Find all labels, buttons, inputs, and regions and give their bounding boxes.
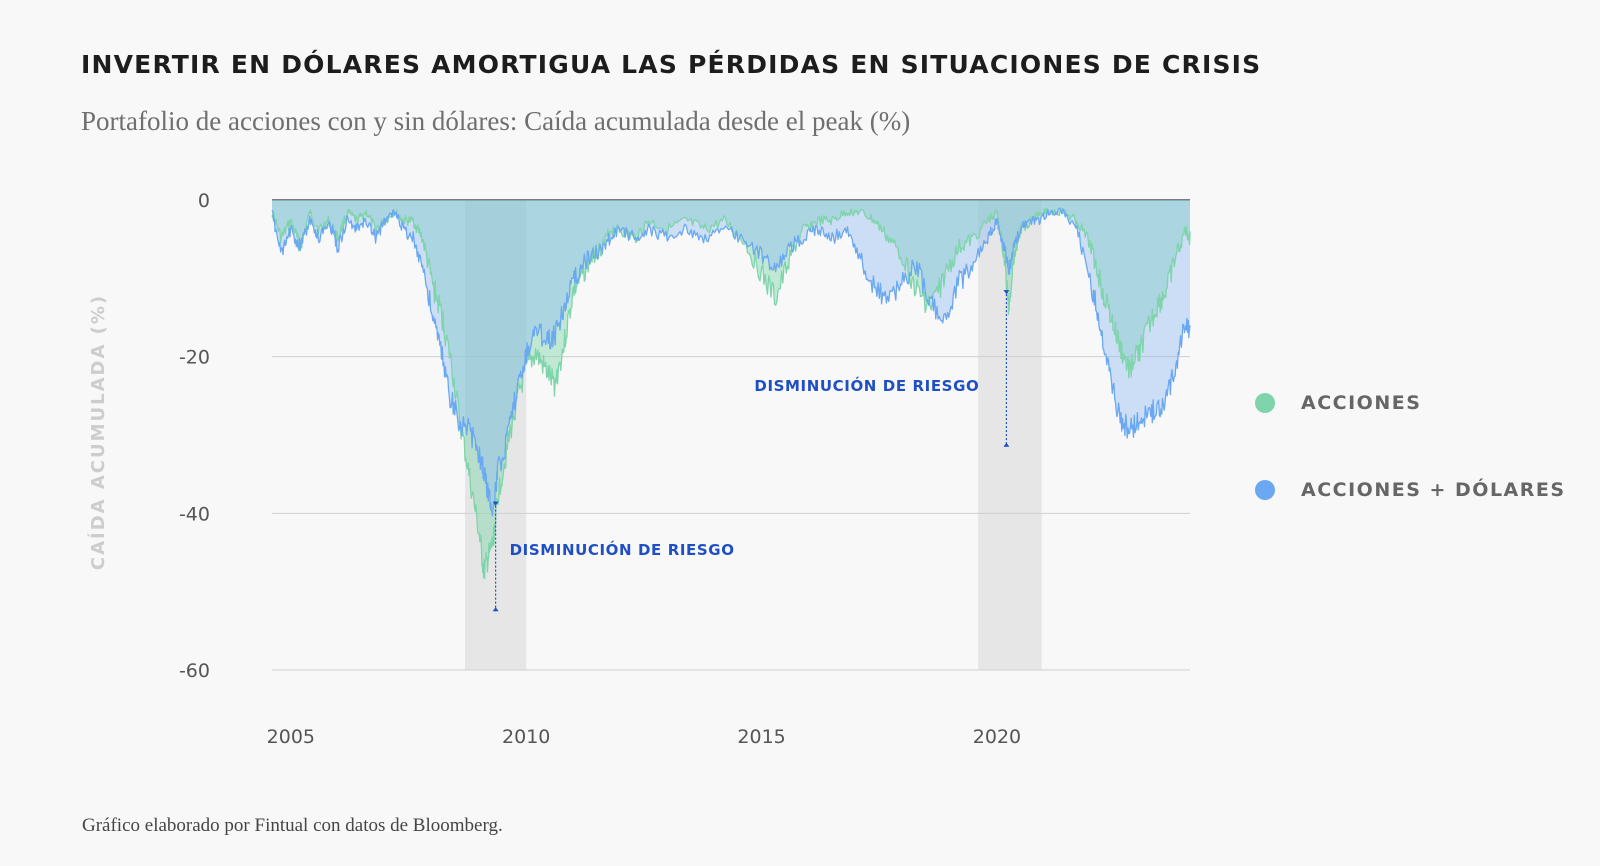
line-series-1 [271,207,1191,517]
chart-title: INVERTIR EN DÓLARES AMORTIGUA LAS PÉRDID… [81,50,1262,79]
annotation-arrow-bottom-0 [492,607,499,612]
annotation-label-0: DISMINUCIÓN DE RIESGO [510,540,735,559]
series-lines [271,207,1191,580]
legend-item-acciones: ACCIONES [1255,392,1421,414]
area-series-0 [272,200,1190,579]
y-axis: 0 -20 -40 -60 [179,190,210,682]
x-tick-label-0: 2005 [267,726,315,748]
crisis-bands [465,200,1042,670]
legend-label-acciones: ACCIONES [1301,392,1422,414]
y-tick-label-0: 0 [198,190,210,212]
legend-dot-acciones-dolares [1255,480,1275,500]
line-series-0 [271,207,1191,580]
gridlines [272,199,1190,671]
area-series-1 [272,200,1190,516]
annotation-arrow-top-0 [492,501,499,506]
x-tick-label-2: 2015 [737,726,785,748]
crisis-band-1 [978,200,1042,670]
annotations: DISMINUCIÓN DE RIESGO DISMINUCIÓN DE RIES… [492,290,1010,612]
series-areas [272,200,1190,579]
crisis-band-0 [465,200,527,670]
y-axis-label: CAÍDA ACUMULADA (%) [87,294,109,570]
annotation-arrow-bottom-1 [1003,442,1010,447]
y-tick-label-2: -40 [179,503,210,525]
legend-label-acciones-dolares: ACCIONES + DÓLARES [1301,479,1566,501]
x-tick-label-3: 2020 [973,726,1021,748]
chart-subtitle: Portafolio de acciones con y sin dólares… [81,106,911,136]
annotation-arrow-top-1 [1003,290,1010,295]
y-tick-label-1: -20 [179,347,210,369]
source-note: Gráfico elaborado por Fintual con datos … [82,815,503,836]
y-tick-label-3: -60 [179,660,210,682]
annotation-label-1: DISMINUCIÓN DE RIESGO [754,376,979,395]
x-axis: 2005 2010 2015 2020 [267,726,1022,748]
legend-dot-acciones [1255,393,1275,413]
x-tick-label-1: 2010 [502,726,550,748]
legend-item-acciones-dolares: ACCIONES + DÓLARES [1255,479,1566,501]
